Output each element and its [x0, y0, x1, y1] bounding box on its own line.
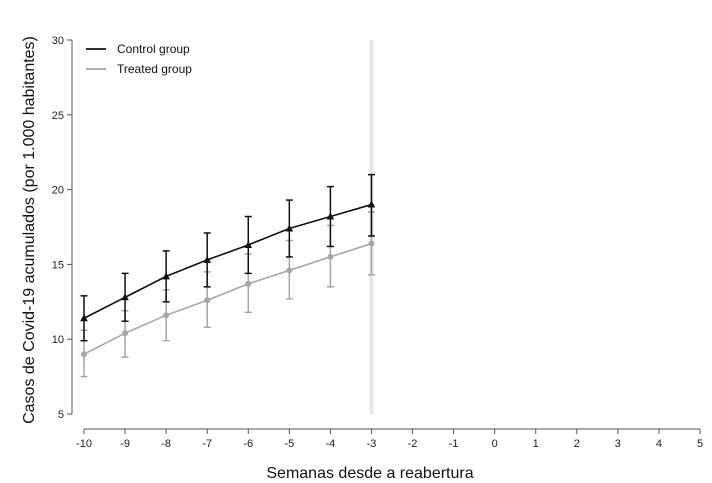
data-point	[326, 212, 335, 220]
x-tick-label: -8	[161, 438, 171, 450]
x-tick-label: 0	[492, 438, 498, 450]
x-tick-label: -1	[449, 438, 459, 450]
series-control	[80, 173, 376, 342]
y-axis-title: Casos de Covid-19 acumulados (por 1.000 …	[21, 36, 38, 424]
x-tick-label: -3	[367, 438, 377, 450]
series-line	[83, 242, 372, 355]
y-tick-label: 25	[52, 110, 64, 122]
data-point	[367, 200, 376, 208]
legend: Control group Treated group	[86, 42, 192, 76]
data-point	[80, 314, 88, 322]
data-point	[81, 351, 87, 358]
data-point	[204, 297, 211, 304]
series-treated	[80, 211, 375, 378]
series-line	[83, 203, 372, 319]
x-tick-label: -4	[326, 438, 336, 450]
data-point	[122, 330, 129, 337]
data-point	[162, 272, 170, 280]
x-tick-label: 2	[574, 438, 580, 450]
data-point	[368, 240, 375, 247]
data-point	[163, 312, 170, 319]
data-point	[244, 240, 253, 248]
data-point	[327, 253, 334, 260]
y-tick-label: 20	[52, 185, 64, 197]
x-tick-label: -9	[120, 438, 130, 450]
data-point	[121, 293, 129, 301]
data-point	[286, 267, 293, 274]
y-tick-label: 5	[58, 409, 64, 421]
x-tick-label: -5	[284, 438, 294, 450]
x-tick-label: 5	[697, 438, 703, 450]
legend-label: Control group	[117, 42, 190, 56]
data-point	[245, 280, 252, 287]
x-tick-label: -7	[202, 438, 212, 450]
x-tick-label: 3	[615, 438, 621, 450]
legend-label: Treated group	[117, 62, 192, 76]
y-tick-label: 30	[52, 35, 64, 47]
x-tick-label: -10	[76, 438, 92, 450]
data-point	[203, 255, 211, 263]
x-tick-label: 1	[533, 438, 539, 450]
x-tick-label: 4	[656, 438, 662, 450]
x-tick-label: -2	[408, 438, 418, 450]
y-tick-label: 10	[52, 334, 64, 346]
x-axis-title: Semanas desde a reabertura	[266, 465, 473, 482]
data-point	[285, 224, 294, 232]
y-tick-label: 15	[52, 259, 64, 271]
x-tick-label: -6	[243, 438, 253, 450]
